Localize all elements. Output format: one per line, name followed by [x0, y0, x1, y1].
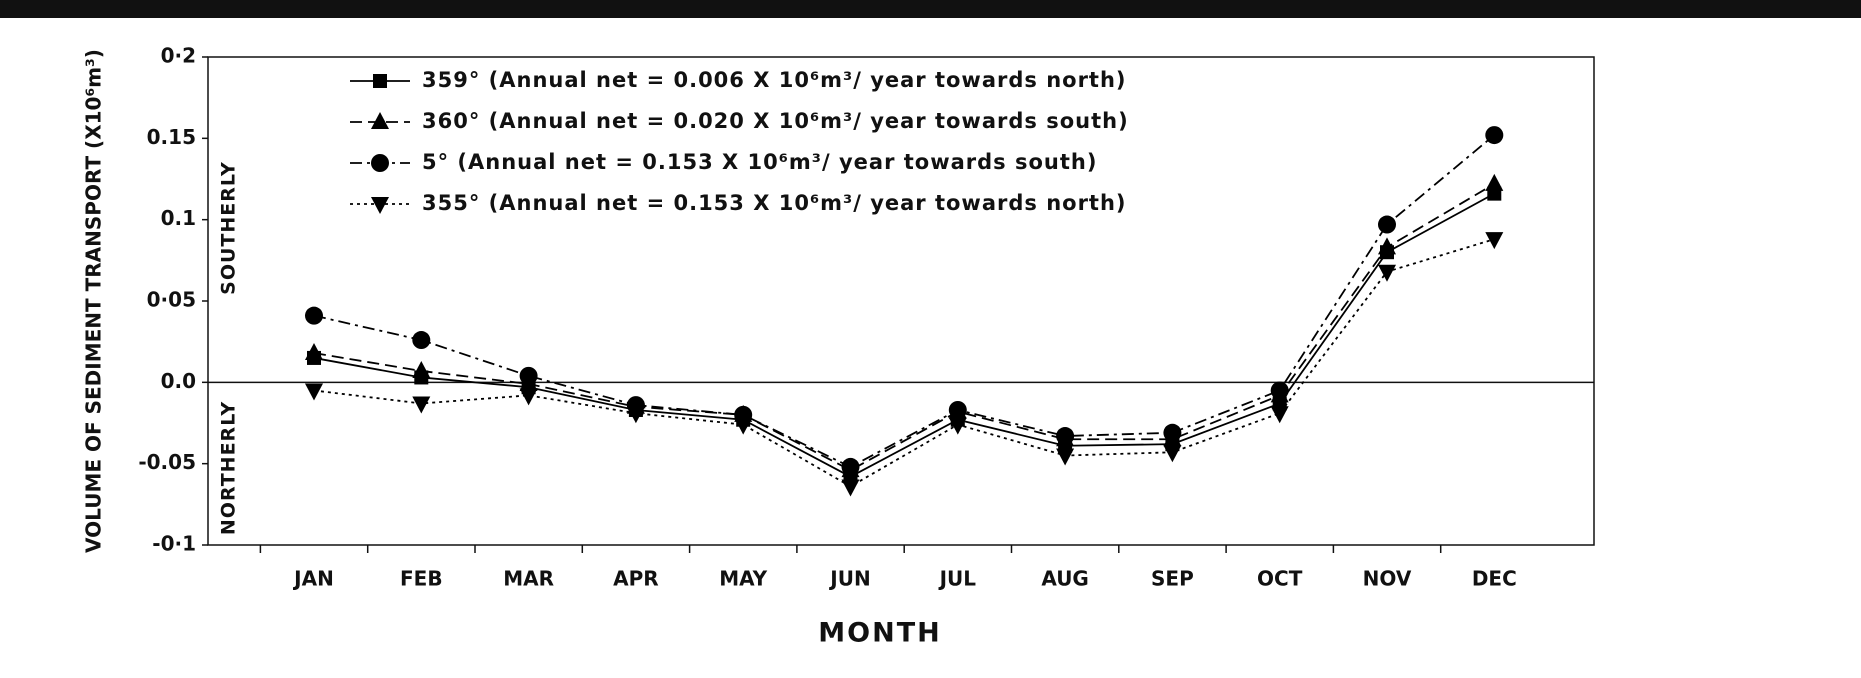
marker: [1270, 406, 1289, 424]
x-tick-label: MAR: [503, 567, 554, 591]
marker: [1270, 381, 1289, 400]
marker: [734, 417, 753, 435]
y-tick-label: -0.05: [138, 450, 196, 474]
marker: [371, 197, 389, 214]
southerly-label: SOUTHERLY: [218, 161, 240, 295]
marker: [412, 360, 431, 378]
series-line: [313, 192, 1495, 478]
y-axis-title: VOLUME OF SEDIMENT TRANSPORT (X10⁶m³): [82, 49, 106, 553]
x-tick-label: MAY: [719, 567, 767, 591]
series-line: [313, 238, 1495, 488]
legend-text: 359° (Annual net = 0.006 X 10⁶m³/ year t…: [422, 68, 1127, 92]
y-tick-label: 0·05: [147, 288, 196, 312]
x-tick-label: APR: [613, 567, 659, 591]
marker: [371, 112, 389, 129]
x-tick-label: JUN: [828, 567, 870, 591]
marker: [626, 406, 645, 424]
marker: [1163, 423, 1182, 442]
y-tick-label: 0.1: [161, 206, 196, 230]
series: [305, 126, 1504, 476]
y-tick-label: 0·2: [161, 44, 196, 68]
series: [307, 186, 1502, 484]
y-tick-label: 0.0: [161, 369, 196, 393]
legend-text: 5° (Annual net = 0.153 X 10⁶m³/ year tow…: [422, 150, 1097, 174]
marker: [1485, 126, 1504, 145]
x-tick-label: FEB: [400, 567, 443, 591]
legend-text: 355° (Annual net = 0.153 X 10⁶m³/ year t…: [422, 191, 1127, 215]
marker: [948, 400, 967, 419]
marker: [841, 479, 860, 497]
series: [305, 232, 1504, 497]
x-tick-label: JUL: [938, 567, 977, 591]
marker: [1378, 264, 1396, 282]
marker: [305, 306, 323, 325]
series-line: [313, 183, 1495, 472]
marker: [1056, 448, 1075, 466]
marker: [519, 366, 538, 385]
marker: [1378, 237, 1396, 255]
marker: [1056, 427, 1075, 446]
northerly-label: NORTHERLY: [218, 401, 240, 535]
y-tick-label: -0·1: [152, 532, 196, 556]
y-tick-label: 0.15: [147, 125, 196, 149]
x-tick-label: JAN: [292, 567, 334, 591]
marker: [305, 343, 323, 361]
top-band: [0, 0, 1861, 18]
x-axis-title: MONTH: [818, 618, 941, 649]
marker: [371, 154, 389, 172]
marker: [373, 74, 387, 88]
x-tick-label: SEP: [1151, 567, 1194, 591]
marker: [1163, 445, 1182, 463]
marker: [519, 388, 538, 406]
marker: [412, 331, 431, 350]
marker: [1485, 232, 1504, 250]
marker: [1485, 173, 1504, 191]
marker: [841, 457, 860, 476]
series: [305, 173, 1504, 478]
x-tick-label: DEC: [1472, 567, 1517, 591]
x-tick-label: OCT: [1257, 567, 1303, 591]
marker: [948, 417, 967, 435]
x-tick-label: AUG: [1041, 567, 1089, 591]
legend-text: 360° (Annual net = 0.020 X 10⁶m³/ year t…: [422, 109, 1129, 133]
marker: [1378, 215, 1396, 234]
marker: [412, 396, 431, 414]
x-tick-label: NOV: [1363, 567, 1412, 591]
series-line: [313, 134, 1495, 468]
marker: [305, 383, 323, 401]
